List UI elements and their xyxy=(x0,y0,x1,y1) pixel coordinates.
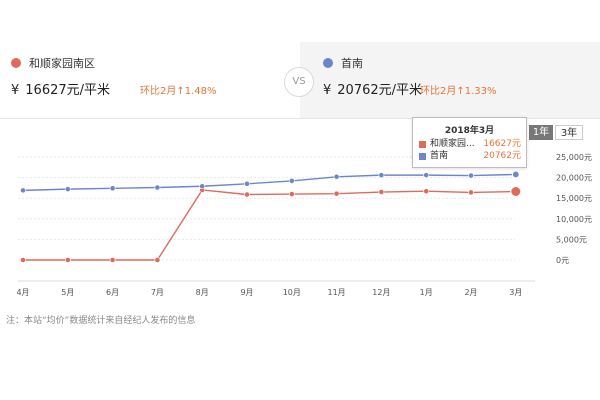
data-point xyxy=(378,172,385,179)
data-point xyxy=(423,188,430,195)
tab-3-years[interactable]: 3年 xyxy=(555,125,583,140)
data-point xyxy=(64,257,71,263)
left-currency-symbol: ¥ xyxy=(11,83,20,98)
comparison-right-panel: 首南 ¥20762元/平米 环比2月↑1.33% xyxy=(300,42,600,119)
x-tick-label: 12月 xyxy=(372,288,390,297)
left-price-change: 环比2月↑1.48% xyxy=(140,86,217,97)
data-point xyxy=(64,186,71,193)
right-price: ¥20762元/平米 xyxy=(323,79,422,98)
chart-tooltip: 2018年3月 和顺家园... 16627元 首南 20762元 xyxy=(412,117,527,168)
left-community-name: 和顺家园南区 xyxy=(29,57,95,70)
y-tick-label: 20,000元 xyxy=(556,174,592,183)
data-point xyxy=(20,187,26,194)
tooltip-row: 和顺家园... 16627元 xyxy=(419,139,521,150)
left-price-value: 16627元/平米 xyxy=(25,83,111,98)
y-tick-label: 5,000元 xyxy=(556,235,587,244)
data-point xyxy=(288,177,295,184)
top-blank-strip xyxy=(0,0,600,42)
data-point xyxy=(199,183,206,190)
y-tick-label: 0元 xyxy=(556,256,569,265)
x-tick-label: 9月 xyxy=(240,288,253,297)
data-point xyxy=(333,190,340,197)
data-point xyxy=(20,257,26,263)
x-tick-label: 1月 xyxy=(420,288,433,297)
x-tick-label: 3月 xyxy=(509,288,522,297)
data-point xyxy=(468,172,474,179)
x-tick-label: 6月 xyxy=(106,288,119,297)
vs-badge: VS xyxy=(284,67,314,97)
tooltip-series-value: 20762元 xyxy=(483,151,521,161)
comparison-left-panel: 和顺家园南区 ¥16627元/平米 环比2月↑1.48% xyxy=(0,42,300,119)
data-point xyxy=(154,257,161,263)
right-price-change: 环比2月↑1.33% xyxy=(420,86,497,97)
data-point xyxy=(244,191,250,198)
tooltip-series-name: 首南 xyxy=(430,151,449,161)
data-point xyxy=(109,185,116,192)
tooltip-series-name: 和顺家园... xyxy=(430,139,475,149)
data-point xyxy=(511,170,520,179)
right-community-name: 首南 xyxy=(341,57,363,70)
tooltip-color-swatch xyxy=(419,153,426,160)
tab-1-year[interactable]: 1年 xyxy=(529,125,553,140)
x-tick-label: 8月 xyxy=(196,288,209,297)
tooltip-title: 2018年3月 xyxy=(444,126,495,136)
x-tick-label: 4月 xyxy=(16,288,29,297)
right-series-dot xyxy=(323,58,333,68)
tooltip-row: 首南 20762元 xyxy=(419,151,521,162)
y-tick-label: 15,000元 xyxy=(556,194,592,203)
data-point xyxy=(423,172,430,179)
left-series-dot xyxy=(11,58,21,68)
series-line-2 xyxy=(22,173,516,192)
x-tick-label: 2月 xyxy=(464,288,477,297)
x-tick-label: 7月 xyxy=(151,288,164,297)
tooltip-series-value: 16627元 xyxy=(483,139,521,149)
data-point xyxy=(333,173,340,180)
x-tick-label: 11月 xyxy=(328,288,346,297)
x-tick-label: 5月 xyxy=(61,288,74,297)
data-point xyxy=(468,189,474,196)
comparison-bar: 和顺家园南区 ¥16627元/平米 环比2月↑1.48% 首南 ¥20762元/… xyxy=(0,42,600,119)
tooltip-color-swatch xyxy=(419,141,426,148)
left-price: ¥16627元/平米 xyxy=(11,79,110,98)
data-source-note: 注：本站“均价”数据统计来自经纪人发布的信息 xyxy=(6,316,196,326)
data-point xyxy=(378,189,385,195)
x-tick-label: 10月 xyxy=(283,288,301,297)
data-point xyxy=(510,185,522,197)
y-tick-label: 10,000元 xyxy=(556,215,592,224)
price-trend-chart: 0元 5,000元 10,000元 15,000元 20,000元 25,000元 4月 5月… xyxy=(16,153,592,297)
right-price-value: 20762元/平米 xyxy=(337,83,423,98)
data-point xyxy=(154,184,161,191)
y-tick-label: 25,000元 xyxy=(556,153,592,162)
series-line-1 xyxy=(23,189,516,261)
data-point xyxy=(109,257,116,263)
right-currency-symbol: ¥ xyxy=(323,83,332,98)
data-point xyxy=(288,191,295,197)
data-point xyxy=(244,180,250,187)
